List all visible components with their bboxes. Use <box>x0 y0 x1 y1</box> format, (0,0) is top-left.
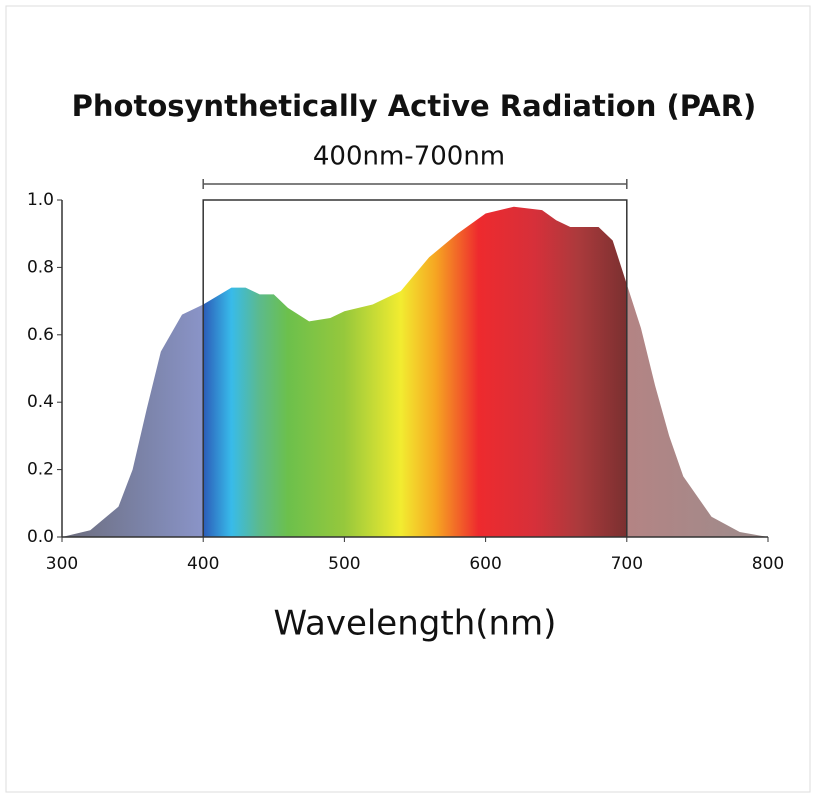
area <box>62 206 768 538</box>
x-tick-label: 600 <box>469 554 501 574</box>
x-tick-label: 500 <box>328 554 360 574</box>
y-tick-label: 0.8 <box>27 257 54 277</box>
chart-title: Photosynthetically Active Radiation (PAR… <box>72 89 757 123</box>
y-tick-label: 0.6 <box>27 325 54 345</box>
band-label: 400nm-700nm <box>313 142 505 172</box>
y-tick-label: 1.0 <box>27 190 54 210</box>
x-tick-label: 400 <box>187 554 219 574</box>
y-tick-label: 0.4 <box>27 392 54 412</box>
x-tick-label: 300 <box>46 554 78 574</box>
band-box <box>202 199 628 537</box>
y-tick-label: 0.0 <box>27 527 54 547</box>
x-axis-label: Wavelength(nm) <box>274 604 557 644</box>
band-bracket <box>202 179 628 189</box>
y-tick-label: 0.2 <box>27 460 54 480</box>
x-tick-label: 800 <box>752 554 784 574</box>
x-tick-label: 700 <box>611 554 643 574</box>
frame <box>5 5 811 793</box>
